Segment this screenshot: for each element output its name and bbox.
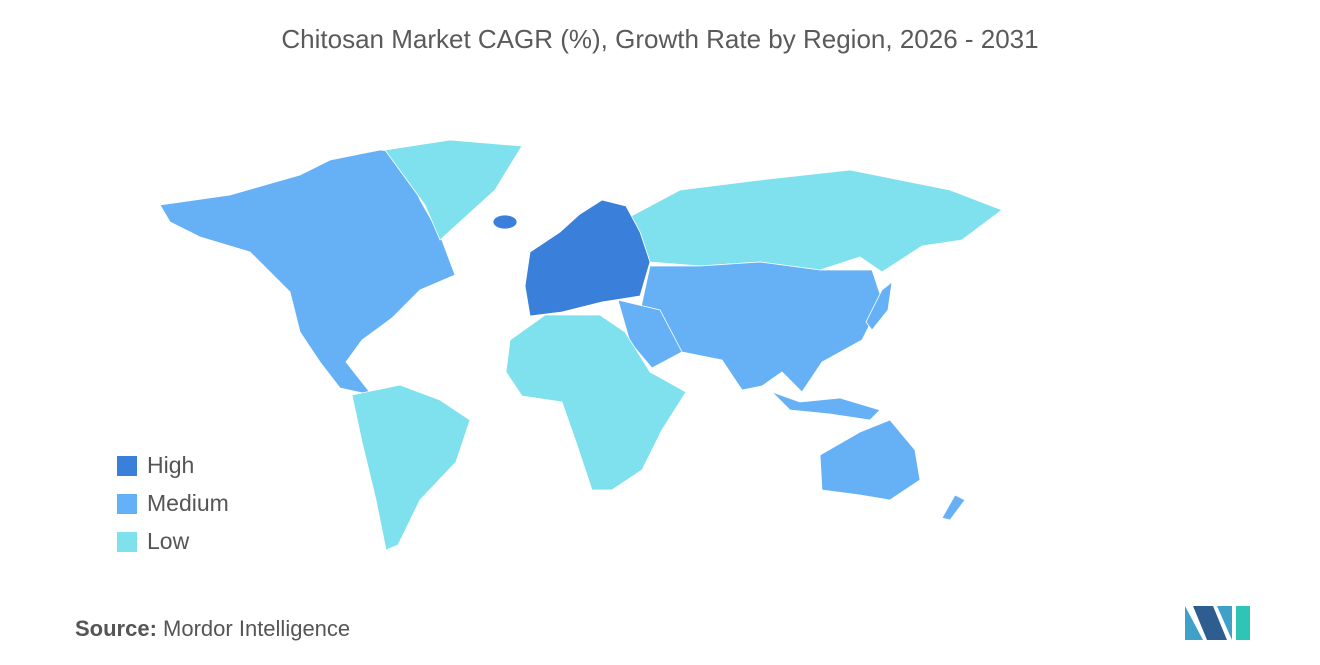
region-middle-east [617, 299, 683, 369]
region-north-america [159, 149, 456, 396]
legend-swatch [117, 456, 137, 476]
region-new-zealand [941, 494, 966, 521]
region-southeast-asia [771, 391, 881, 421]
chart-title: Chitosan Market CAGR (%), Growth Rate by… [281, 24, 1038, 54]
region-africa [505, 314, 687, 491]
region-europe [524, 199, 651, 317]
logo [1185, 606, 1250, 640]
source-label: Source: [75, 616, 157, 641]
region-asia [639, 261, 883, 393]
legend: High Medium Low [117, 452, 229, 554]
legend-swatch [117, 532, 137, 552]
region-australia [819, 419, 921, 501]
region-south-america [351, 384, 471, 551]
region-japan [865, 281, 893, 331]
region-greenland [384, 139, 523, 241]
region-iceland [492, 214, 518, 230]
legend-swatch [117, 494, 137, 514]
source: Source: Mordor Intelligence [75, 616, 350, 641]
region-russia [619, 169, 1003, 273]
legend-label: Low [147, 528, 190, 554]
source-text: Mordor Intelligence [163, 616, 350, 641]
legend-label: Medium [147, 490, 229, 516]
legend-label: High [147, 452, 194, 478]
world-map [159, 139, 1003, 551]
